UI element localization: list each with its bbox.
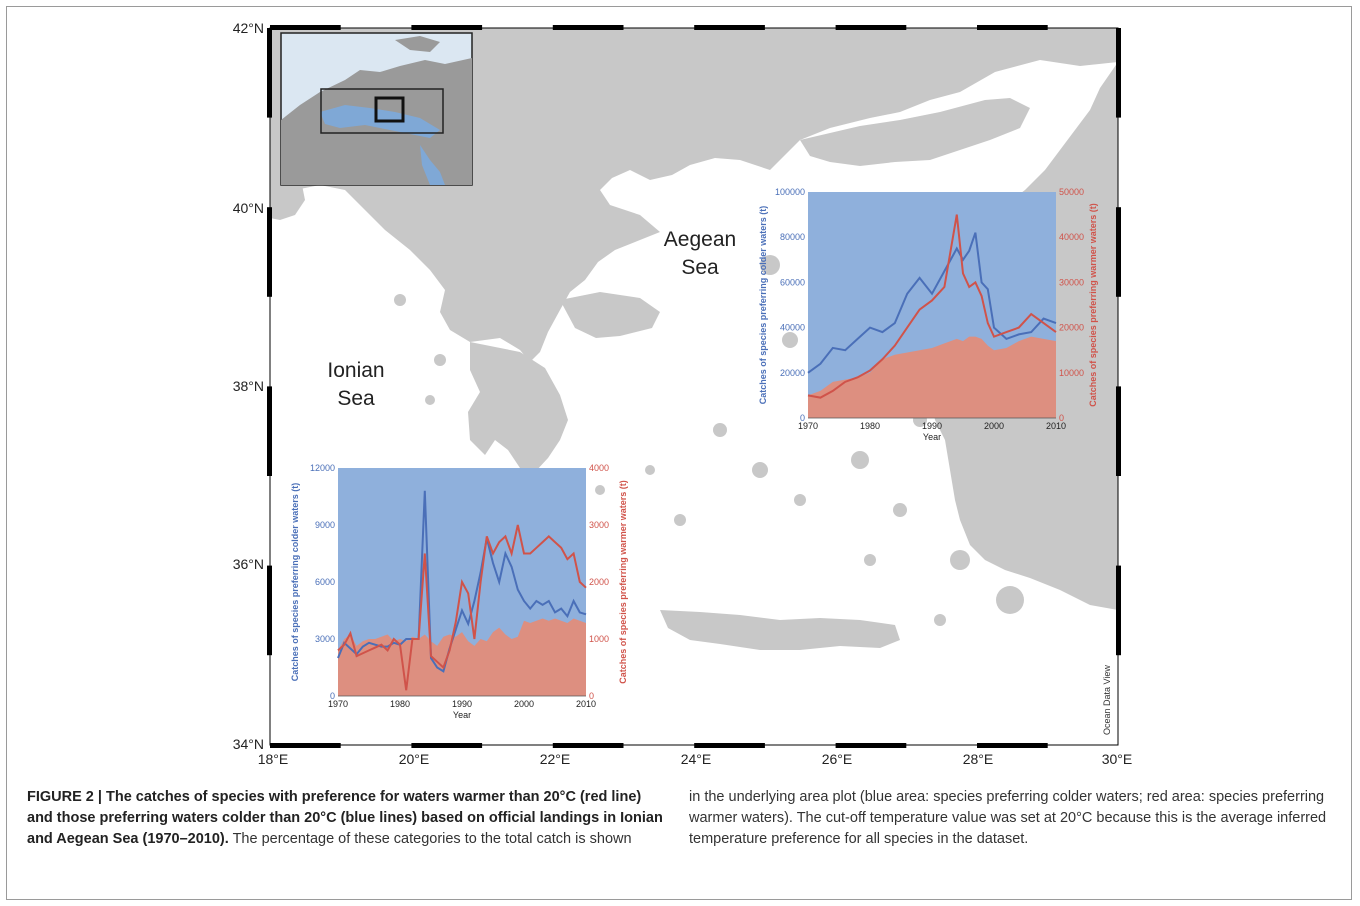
border-tick bbox=[267, 565, 272, 656]
y2-tick-label: 30000 bbox=[1059, 277, 1084, 287]
lat-label: 36°N bbox=[233, 556, 264, 572]
border-tick bbox=[835, 743, 907, 748]
caption-title: FIGURE 2 | The catches of species with p… bbox=[27, 789, 663, 847]
y2-tick-label: 20000 bbox=[1059, 323, 1084, 333]
map-border-ticks bbox=[267, 25, 1121, 748]
warm-area bbox=[338, 618, 586, 696]
x-tick-label: 2010 bbox=[576, 699, 596, 709]
x-axis-title: Year bbox=[923, 432, 941, 442]
x-tick-label: 1970 bbox=[328, 699, 348, 709]
lon-label: 20°E bbox=[399, 751, 430, 767]
y2-axis-title: Catches of species preferring warmer wat… bbox=[1088, 203, 1098, 407]
x-tick-label: 1980 bbox=[390, 699, 410, 709]
border-tick bbox=[411, 25, 483, 30]
border-tick bbox=[977, 743, 1048, 748]
warm-area bbox=[808, 336, 1056, 418]
y-tick-label: 6000 bbox=[315, 577, 335, 587]
caption-left-column: FIGURE 2 | The catches of species with p… bbox=[27, 787, 667, 850]
border-tick bbox=[552, 743, 624, 748]
border-tick bbox=[694, 743, 765, 748]
y2-tick-label: 10000 bbox=[1059, 368, 1084, 378]
border-tick bbox=[552, 25, 624, 30]
sea-label-ionian: Ionian bbox=[327, 359, 384, 382]
sea-label-aegean: Sea bbox=[681, 256, 719, 279]
y2-axis-title: Catches of species preferring warmer wat… bbox=[618, 480, 628, 684]
lat-label: 34°N bbox=[233, 736, 264, 752]
cold-series-line bbox=[807, 232, 1057, 374]
inset-mediterranean-box bbox=[320, 88, 444, 134]
y-tick-label: 12000 bbox=[310, 463, 335, 473]
figure-frame bbox=[6, 6, 1352, 900]
border-tick bbox=[694, 25, 765, 30]
x-axis-title: Year bbox=[453, 710, 471, 720]
y2-tick-label: 0 bbox=[589, 691, 594, 701]
y-tick-label: 0 bbox=[800, 413, 805, 423]
x-tick-label: 2010 bbox=[1046, 421, 1066, 431]
border-tick bbox=[835, 25, 907, 30]
x-tick-label: 1980 bbox=[860, 421, 880, 431]
lon-label: 24°E bbox=[681, 751, 712, 767]
border-tick bbox=[267, 207, 272, 297]
y2-tick-label: 0 bbox=[1059, 413, 1064, 423]
y-tick-label: 0 bbox=[330, 691, 335, 701]
border-tick bbox=[1116, 28, 1121, 118]
lon-label: 30°E bbox=[1102, 751, 1133, 767]
lon-label: 28°E bbox=[963, 751, 994, 767]
warm-series-line bbox=[337, 524, 587, 691]
caption-text: The percentage of these categories to th… bbox=[232, 831, 632, 847]
caption-right-column: in the underlying area plot (blue area: … bbox=[689, 789, 1327, 847]
border-tick bbox=[1116, 386, 1121, 476]
x-tick-label: 2000 bbox=[984, 421, 1004, 431]
lon-label: 22°E bbox=[540, 751, 571, 767]
border-tick bbox=[270, 743, 341, 748]
lat-label: 40°N bbox=[233, 200, 264, 216]
border-tick bbox=[1116, 207, 1121, 297]
warm-series-line bbox=[807, 214, 1057, 399]
y-tick-label: 80000 bbox=[780, 232, 805, 242]
x-tick-label: 1990 bbox=[452, 699, 472, 709]
y2-tick-label: 50000 bbox=[1059, 187, 1084, 197]
sea-label-aegean: Aegean bbox=[664, 228, 736, 251]
y-tick-label: 40000 bbox=[780, 323, 805, 333]
y2-tick-label: 40000 bbox=[1059, 232, 1084, 242]
x-tick-label: 1970 bbox=[798, 421, 818, 431]
inset-study-area-box bbox=[374, 96, 405, 123]
y2-tick-label: 2000 bbox=[589, 577, 609, 587]
border-tick bbox=[977, 25, 1048, 30]
lat-label: 42°N bbox=[233, 20, 264, 36]
aegean-catch-chart: 1970 1980 1990 2000 201002000040000600008000… bbox=[758, 187, 1098, 442]
lon-label: 18°E bbox=[258, 751, 289, 767]
y-axis-title: Catches of species preferring colder wat… bbox=[758, 206, 768, 405]
x-tick-label: 1990 bbox=[922, 421, 942, 431]
x-tick-label: 2000 bbox=[514, 699, 534, 709]
y2-tick-label: 1000 bbox=[589, 634, 609, 644]
y-tick-label: 100000 bbox=[775, 187, 805, 197]
lon-label: 26°E bbox=[822, 751, 853, 767]
y-tick-label: 20000 bbox=[780, 368, 805, 378]
y-axis-title: Catches of species preferring colder wat… bbox=[290, 483, 300, 682]
y2-tick-label: 3000 bbox=[589, 520, 609, 530]
lat-label: 38°N bbox=[233, 378, 264, 394]
ionian-catch-chart: 1970 1980 1990 2000 201003000600090001200001… bbox=[290, 463, 628, 720]
y2-tick-label: 4000 bbox=[589, 463, 609, 473]
border-tick bbox=[267, 28, 272, 118]
sea-label-ionian: Sea bbox=[337, 387, 375, 410]
ocean-data-view-watermark: Ocean Data View bbox=[1102, 665, 1112, 735]
border-tick bbox=[1116, 565, 1121, 656]
y-tick-label: 3000 bbox=[315, 634, 335, 644]
border-tick bbox=[411, 743, 483, 748]
y-tick-label: 60000 bbox=[780, 277, 805, 287]
y-tick-label: 9000 bbox=[315, 520, 335, 530]
locator-inset bbox=[280, 32, 473, 186]
border-tick bbox=[267, 386, 272, 476]
border-tick bbox=[270, 25, 341, 30]
